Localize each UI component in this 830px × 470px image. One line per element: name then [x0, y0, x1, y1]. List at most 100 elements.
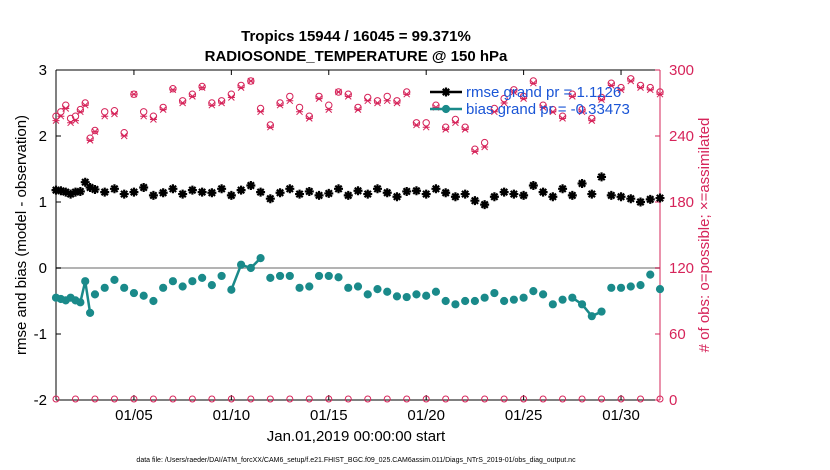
bias-point	[295, 283, 304, 292]
obs-low-point	[578, 395, 586, 403]
obs-assimilated-point	[646, 86, 654, 94]
rmse-star-core	[92, 186, 98, 193]
obs-low-point	[520, 395, 528, 403]
rmse-star-core	[102, 189, 108, 195]
bias-point	[538, 290, 548, 299]
obs-assimilated-point	[130, 90, 138, 98]
bias-point	[568, 293, 577, 302]
obs-assimilated-point	[140, 112, 148, 120]
obs-possible-point	[403, 88, 411, 96]
bias-point	[548, 300, 557, 309]
rmse-star-core	[404, 188, 410, 195]
rmse-star-core	[433, 186, 439, 192]
obs-assimilated-point	[549, 108, 557, 116]
obs-low-point	[110, 395, 118, 403]
rmse-point	[528, 181, 538, 190]
rmse-star-core	[413, 188, 420, 194]
obs-possible-point	[237, 81, 245, 90]
obs-assimilated-point	[607, 82, 615, 89]
bias-point	[480, 293, 489, 302]
bias-point	[441, 296, 450, 306]
obs-possible-point	[159, 103, 167, 112]
rmse-star-core	[550, 194, 556, 200]
chart-title: Tropics 15944 / 16045 = 99.371%	[241, 28, 471, 45]
obs-possible-point	[217, 97, 226, 105]
rmse-point	[489, 192, 499, 202]
obs-low-point	[461, 395, 469, 403]
obs-assimilated-point	[315, 95, 323, 102]
rmse-star-core	[443, 89, 449, 95]
bias-point	[636, 281, 645, 290]
bias-point	[178, 282, 187, 291]
obs-possible-point	[539, 101, 547, 109]
obs-assimilated-point	[510, 88, 518, 96]
rmse-point	[616, 192, 626, 202]
rmse-point	[587, 189, 597, 199]
obs-low-point	[442, 395, 450, 403]
obs-possible-point	[188, 90, 197, 98]
bias-point	[607, 283, 616, 292]
obs-assimilated-point	[296, 108, 304, 116]
obs-assimilated-point	[101, 112, 109, 120]
obs-assimilated-point	[237, 84, 245, 91]
bias-point	[509, 295, 518, 304]
obs-assimilated-point	[169, 86, 177, 94]
y-right-tick-label: 60	[669, 326, 686, 343]
rmse-star-core	[267, 196, 274, 202]
x-tick-label: 01/20	[407, 407, 445, 424]
obs-low-point	[325, 395, 333, 403]
obs-assimilated-point	[617, 86, 625, 94]
obs-low-point	[656, 395, 664, 403]
rmse-point	[139, 182, 149, 192]
bias-point	[431, 287, 441, 296]
rmse-point	[158, 188, 168, 198]
rmse-point	[606, 190, 616, 200]
obs-assimilated-point	[86, 137, 94, 144]
rmse-point	[558, 184, 568, 194]
bias-point	[110, 275, 119, 284]
bias-point	[412, 290, 421, 299]
rmse-point	[470, 196, 480, 206]
bias-point	[100, 283, 109, 292]
y-right-tick-label: 120	[669, 260, 694, 277]
rmse-point	[119, 189, 129, 199]
obs-possible-point	[71, 112, 80, 120]
bias-point	[383, 287, 392, 296]
obs-possible-point	[373, 97, 382, 105]
bias-point	[85, 308, 95, 317]
bias-point	[139, 291, 148, 300]
y-axis-right-label: # of obs: o=possible; ×=assimilated	[696, 118, 713, 353]
obs-assimilated-point	[76, 108, 84, 116]
y-left-tick-label: -1	[34, 326, 47, 343]
y-left-tick-label: 3	[39, 62, 47, 79]
obs-low-point	[422, 395, 430, 403]
bias-series-line	[230, 257, 262, 291]
obs-assimilated-point	[588, 117, 596, 124]
obs-possible-point	[91, 126, 99, 135]
obs-assimilated-point	[149, 116, 157, 123]
obs-assimilated-point	[218, 99, 226, 107]
rmse-point	[75, 186, 85, 196]
obs-possible-point	[383, 92, 391, 101]
obs-low-point	[539, 395, 547, 403]
obs-low-point	[559, 395, 567, 403]
obs-low-point	[247, 395, 255, 403]
obs-possible-point	[441, 123, 450, 131]
chart-subtitle: RADIOSONDE_TEMPERATURE @ 150 hPa	[205, 48, 508, 65]
bias-point	[275, 271, 285, 281]
obs-assimilated-point	[373, 99, 381, 107]
rmse-star-core	[82, 179, 88, 185]
obs-assimilated-point	[159, 106, 167, 113]
obs-assimilated-point	[490, 108, 498, 116]
plot-area	[56, 70, 660, 400]
bias-point	[246, 263, 255, 273]
obs-possible-point	[461, 123, 469, 131]
rmse-star-core	[637, 199, 644, 205]
y-left-tick-label: 1	[39, 194, 47, 211]
obs-possible-point	[354, 103, 362, 112]
obs-low-point	[617, 395, 625, 403]
rmse-star-core	[442, 190, 449, 196]
rmse-point	[441, 188, 451, 198]
obs-possible-point	[139, 108, 148, 116]
obs-possible-point	[86, 134, 94, 142]
